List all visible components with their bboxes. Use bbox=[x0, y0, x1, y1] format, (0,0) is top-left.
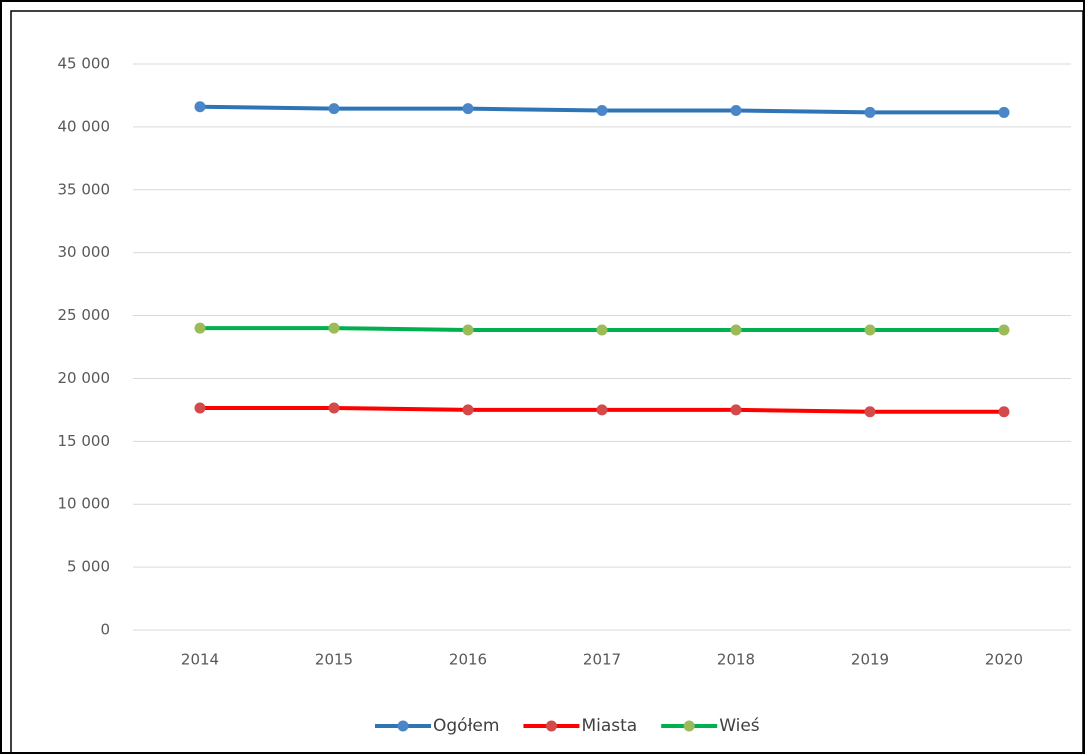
marker bbox=[328, 322, 340, 334]
y-tick-label: 20 000 bbox=[58, 369, 111, 387]
marker bbox=[730, 324, 742, 336]
marker bbox=[596, 105, 608, 117]
y-tick-label: 10 000 bbox=[58, 495, 111, 513]
y-tick-label: 15 000 bbox=[58, 432, 111, 450]
marker bbox=[730, 105, 742, 117]
y-tick-label: 5 000 bbox=[67, 558, 110, 576]
x-tick-label: 2016 bbox=[449, 651, 487, 669]
marker bbox=[462, 324, 474, 336]
marker bbox=[596, 404, 608, 416]
marker bbox=[864, 106, 876, 118]
y-tick-label: 40 000 bbox=[58, 117, 111, 135]
legend-marker bbox=[397, 720, 409, 732]
y-tick-label: 25 000 bbox=[58, 306, 111, 324]
marker bbox=[730, 404, 742, 416]
legend-marker bbox=[545, 720, 557, 732]
marker bbox=[194, 402, 206, 414]
legend-label: Ogółem bbox=[433, 716, 499, 736]
x-tick-label: 2017 bbox=[583, 651, 621, 669]
legend-marker bbox=[683, 720, 695, 732]
marker bbox=[194, 322, 206, 334]
marker bbox=[998, 324, 1010, 336]
marker bbox=[998, 406, 1010, 418]
marker bbox=[864, 324, 876, 336]
legend-label: Miasta bbox=[581, 716, 637, 736]
y-tick-label: 35 000 bbox=[58, 180, 111, 198]
marker bbox=[328, 103, 340, 115]
legend-label: Wieś bbox=[719, 716, 760, 736]
marker bbox=[864, 406, 876, 418]
marker bbox=[462, 404, 474, 416]
x-tick-label: 2019 bbox=[851, 651, 889, 669]
x-tick-label: 2014 bbox=[181, 651, 219, 669]
marker bbox=[462, 103, 474, 115]
marker bbox=[998, 106, 1010, 118]
marker bbox=[328, 402, 340, 414]
x-tick-label: 2018 bbox=[717, 651, 755, 669]
y-tick-label: 30 000 bbox=[58, 243, 111, 261]
inner-frame bbox=[10, 10, 1084, 754]
y-tick-label: 45 000 bbox=[58, 55, 111, 73]
x-tick-label: 2020 bbox=[985, 651, 1023, 669]
marker bbox=[194, 101, 206, 113]
y-tick-label: 0 bbox=[100, 621, 110, 639]
marker bbox=[596, 324, 608, 336]
x-tick-label: 2015 bbox=[315, 651, 353, 669]
